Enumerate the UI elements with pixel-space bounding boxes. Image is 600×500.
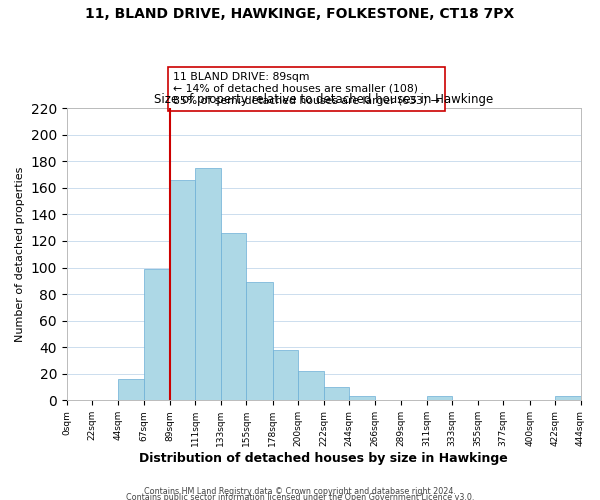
- Bar: [555, 396, 581, 400]
- Bar: [170, 180, 195, 400]
- Bar: [195, 168, 221, 400]
- Bar: [298, 371, 323, 400]
- Bar: [221, 233, 246, 400]
- Bar: [144, 269, 170, 400]
- Bar: [349, 396, 374, 400]
- Bar: [427, 396, 452, 400]
- Text: 11, BLAND DRIVE, HAWKINGE, FOLKESTONE, CT18 7PX: 11, BLAND DRIVE, HAWKINGE, FOLKESTONE, C…: [85, 8, 515, 22]
- Y-axis label: Number of detached properties: Number of detached properties: [15, 166, 25, 342]
- X-axis label: Distribution of detached houses by size in Hawkinge: Distribution of detached houses by size …: [139, 452, 508, 465]
- Bar: [273, 350, 298, 401]
- Bar: [323, 387, 349, 400]
- Text: 11 BLAND DRIVE: 89sqm
← 14% of detached houses are smaller (108)
85% of semi-det: 11 BLAND DRIVE: 89sqm ← 14% of detached …: [173, 72, 440, 106]
- Bar: [246, 282, 273, 401]
- Text: Contains HM Land Registry data © Crown copyright and database right 2024.: Contains HM Land Registry data © Crown c…: [144, 486, 456, 496]
- Title: Size of property relative to detached houses in Hawkinge: Size of property relative to detached ho…: [154, 92, 493, 106]
- Text: Contains public sector information licensed under the Open Government Licence v3: Contains public sector information licen…: [126, 492, 474, 500]
- Bar: [118, 379, 144, 400]
